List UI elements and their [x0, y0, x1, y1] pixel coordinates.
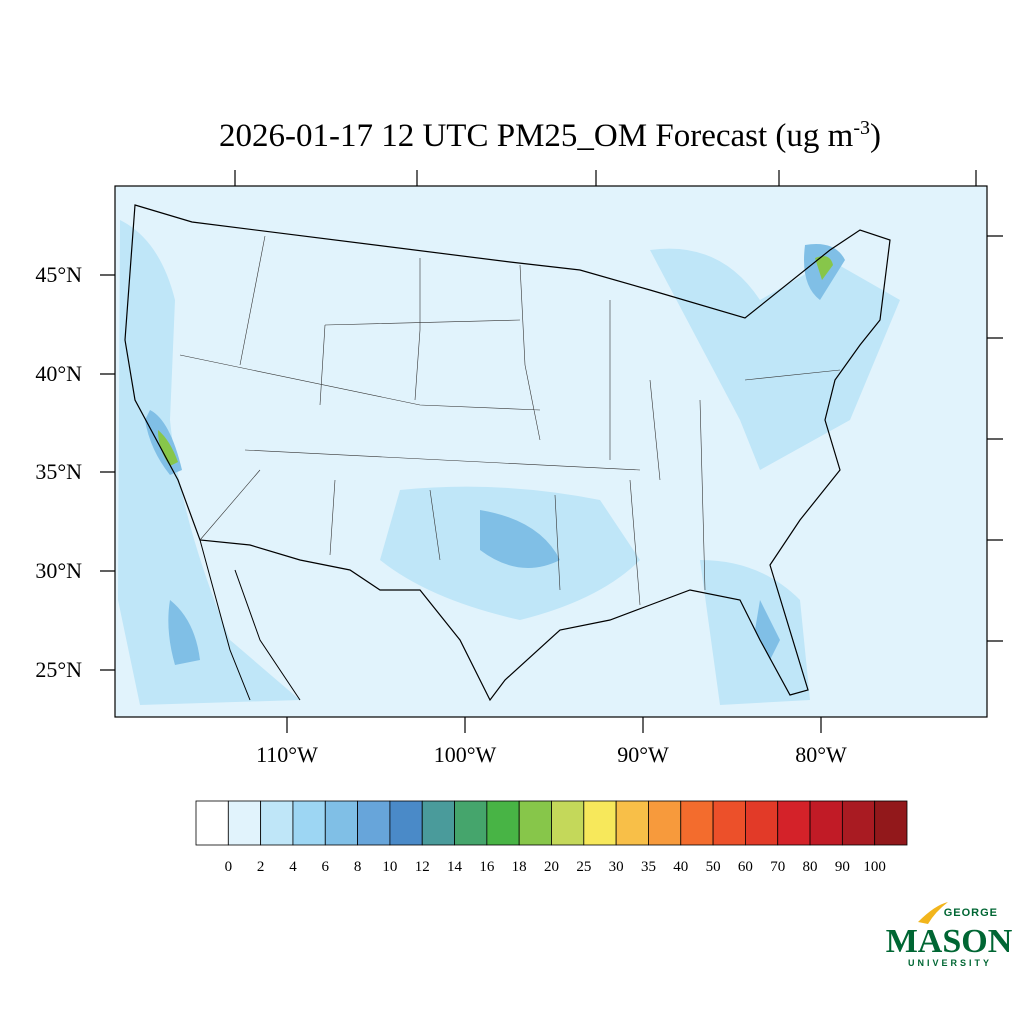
colorbar-box: [292, 800, 326, 846]
colorbar-box: [777, 800, 811, 846]
logo: GEORGE MASON UNIVERSITY: [886, 902, 1013, 968]
colorbar-label: 40: [673, 859, 688, 875]
colorbar-box: [841, 800, 876, 846]
colorbar-box: [712, 800, 746, 846]
colorbar-box: [454, 800, 488, 846]
axis-labels: 45°N 40°N 35°N 30°N 25°N 110°W 100°W 90°W 80°W: [35, 262, 847, 767]
colorbar-label: 2: [257, 859, 265, 875]
colorbar-label: 100: [863, 859, 886, 875]
colorbar-label: 35: [641, 859, 656, 875]
colorbar: 0 2 4 6 8 10 12 14 16 18 20 25 30 35 40 50 60 70 80 90 100: [195, 800, 908, 875]
lat-label: 35°N: [35, 459, 82, 484]
colorbar-label: 18: [512, 859, 527, 875]
colorbar-label: 8: [354, 859, 362, 875]
logo-main: MASON: [886, 923, 1013, 960]
lon-label: 100°W: [434, 742, 497, 767]
lon-label: 110°W: [256, 742, 318, 767]
us-outline: [124, 204, 891, 702]
map-frame: [114, 185, 988, 718]
state-lines: [179, 235, 841, 606]
lat-label: 45°N: [35, 262, 82, 287]
colorbar-label: 50: [706, 859, 721, 875]
colorbar-box: [874, 800, 908, 846]
colorbar-box: [809, 800, 843, 846]
map-background: [115, 186, 987, 717]
lat-label: 25°N: [35, 657, 82, 682]
colorbar-box: [648, 800, 682, 846]
colorbar-label: 16: [479, 859, 495, 875]
colorbar-box: [260, 800, 294, 846]
colorbar-box: [551, 800, 585, 846]
concentration-high: [158, 256, 833, 466]
colorbar-box: [583, 800, 617, 846]
mexico-coast: [199, 539, 301, 701]
title-sup: -3: [853, 117, 870, 139]
title: 2026-01-17 12 UTC PM25_OM Forecast (ug m…: [219, 117, 881, 154]
title-close: ): [870, 118, 881, 154]
map: [100, 170, 1003, 733]
colorbar-box: [421, 800, 455, 846]
lon-label: 80°W: [795, 742, 847, 767]
title-main: 2026-01-17 12 UTC PM25_OM Forecast (ug m: [219, 118, 854, 154]
lon-label: 90°W: [617, 742, 669, 767]
frame-ticks: [100, 170, 1003, 733]
colorbar-label: 60: [738, 859, 753, 875]
colorbar-box: [745, 800, 779, 846]
lat-label: 40°N: [35, 361, 82, 386]
colorbar-box: [357, 800, 391, 846]
colorbar-box: [486, 800, 520, 846]
colorbar-label: 70: [770, 859, 785, 875]
colorbar-box: [195, 800, 229, 846]
colorbar-label: 30: [609, 859, 624, 875]
colorbar-label: 10: [382, 859, 397, 875]
colorbar-box: [518, 800, 552, 846]
colorbar-box: [680, 800, 714, 846]
colorbar-label: 12: [415, 859, 430, 875]
colorbar-box: [227, 800, 262, 846]
logo-top: GEORGE: [944, 907, 998, 919]
colorbar-label: 6: [322, 859, 330, 875]
colorbar-box: [389, 800, 423, 846]
colorbar-label: 25: [576, 859, 591, 875]
logo-bottom: UNIVERSITY: [908, 958, 992, 968]
colorbar-label: 90: [835, 859, 850, 875]
colorbar-box: [615, 800, 649, 846]
colorbar-label: 0: [225, 859, 233, 875]
colorbar-label: 80: [803, 859, 818, 875]
colorbar-box: [324, 800, 358, 846]
lat-label: 30°N: [35, 558, 82, 583]
colorbar-label: 14: [447, 859, 463, 875]
colorbar-label: 4: [289, 859, 297, 875]
colorbar-label: 20: [544, 859, 559, 875]
